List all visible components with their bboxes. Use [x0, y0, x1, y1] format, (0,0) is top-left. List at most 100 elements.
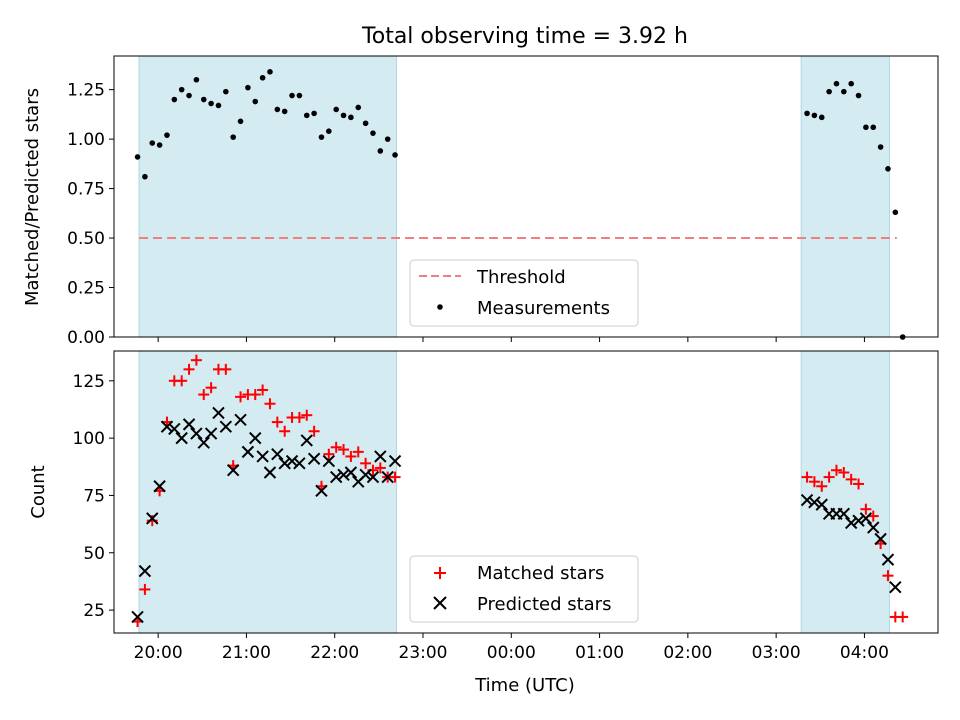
top-y-tick-label: 1.00	[67, 130, 105, 150]
x-tick-label: 21:00	[222, 643, 271, 663]
matched-star-point	[301, 409, 313, 421]
measurement-point	[833, 80, 840, 87]
matched-star-point	[801, 471, 813, 483]
measurement-point	[370, 130, 376, 136]
x-tick-label: 04:00	[840, 643, 889, 663]
matched-star-point	[190, 354, 202, 366]
matched-star-point	[845, 473, 857, 485]
predicted-star-point	[175, 431, 188, 445]
matched-star-point	[374, 462, 386, 474]
matched-star-point	[264, 398, 276, 410]
predicted-star-point	[168, 422, 181, 436]
matched-star-point	[176, 375, 188, 387]
measurement-point	[223, 88, 229, 95]
predicted-star-point	[138, 564, 152, 578]
measurement-point	[362, 120, 369, 127]
measurement-point	[171, 96, 178, 103]
measurement-point	[296, 92, 303, 99]
matched-star-point	[338, 444, 350, 456]
top-shaded-span-2	[800, 55, 890, 338]
predicted-star-point	[889, 580, 902, 594]
matched-star-point	[360, 457, 372, 469]
predicted-star-point	[329, 470, 343, 484]
matched-star-point	[853, 478, 865, 490]
predicted-star-point	[212, 406, 225, 420]
measurement-point	[892, 209, 899, 216]
top-y-tick-label: 0.50	[67, 229, 105, 249]
top-legend: Threshold Measurements	[409, 259, 639, 327]
measurement-point	[384, 136, 391, 142]
measurement-point	[841, 88, 847, 95]
measurement-point	[156, 142, 163, 148]
x-tick-label: 00:00	[487, 643, 536, 663]
bottom-axes-frame	[113, 350, 939, 634]
top-y-axis-label: Matched/Predicted stars	[22, 88, 43, 306]
top-shaded-span-1	[138, 55, 398, 338]
predicted-star-point	[881, 553, 895, 566]
measurement-point	[274, 106, 281, 113]
x-tick-label: 02:00	[663, 643, 712, 663]
predicted-star-point	[388, 454, 402, 468]
count-panel: 25 50 75 100 125 20:00 21:00 22:00 23:00 00:00 01:…	[28, 350, 939, 696]
x-axis-label: Time (UTC)	[474, 675, 575, 696]
matched-star-point	[271, 416, 283, 428]
measurement-point	[252, 98, 259, 105]
matched-star-point	[882, 570, 894, 582]
top-legend-box	[409, 259, 639, 327]
top-y-tick-label: 1.25	[67, 81, 105, 101]
matched-star-point	[838, 467, 850, 479]
predicted-star-point	[204, 427, 218, 440]
measurement-point	[281, 108, 288, 115]
x-tick-label: 23:00	[399, 643, 448, 663]
measurement-point	[826, 88, 832, 95]
legend-predicted-swatch	[433, 596, 447, 610]
matched-star-point	[139, 583, 151, 595]
measurement-point	[392, 152, 398, 158]
matched-star-point	[205, 382, 217, 394]
predicted-star-point	[131, 610, 144, 624]
matched-star-point	[352, 446, 364, 458]
predicted-star-point	[322, 454, 336, 468]
predicted-star-point	[315, 484, 328, 498]
x-tick-label: 22:00	[310, 643, 359, 663]
matched-star-point	[389, 471, 401, 483]
legend-predicted-label: Predicted stars	[477, 594, 611, 615]
bottom-y-tick-label: 100	[73, 429, 105, 449]
matched-star-point	[220, 363, 232, 375]
bottom-y-axis-label: Count	[28, 465, 49, 518]
predicted-star-point	[234, 413, 247, 426]
measurement-point	[134, 154, 141, 160]
measurement-point	[855, 92, 862, 99]
measurement-point	[193, 76, 200, 83]
x-tick-label: 03:00	[752, 643, 801, 663]
bottom-y-tick-label: 125	[73, 372, 105, 392]
bottom-legend-box	[409, 555, 639, 623]
matched-star-point	[897, 611, 909, 623]
matched-star-point	[183, 363, 195, 375]
matched-star-point	[198, 389, 210, 401]
measurement-point	[877, 144, 884, 150]
ratio-panel: 0.00 0.25 0.50 0.75 1.00 1.25 Matched/Predict…	[22, 55, 939, 348]
x-tick-label: 20:00	[134, 643, 183, 663]
measurement-point	[303, 112, 310, 119]
legend-matched-label: Matched stars	[477, 563, 604, 584]
bottom-shaded-spans	[138, 350, 890, 634]
predicted-star-point	[337, 468, 350, 482]
predicted-star-point	[815, 498, 828, 511]
measurement-point	[149, 140, 156, 146]
predicted-star-point	[160, 420, 174, 433]
matched-star-point	[808, 476, 820, 488]
legend-threshold-label: Threshold	[476, 267, 566, 288]
top-y-tick-label: 0.75	[67, 180, 105, 200]
predicted-star-point	[182, 418, 196, 431]
legend-matched-swatch	[434, 567, 446, 579]
predicted-star-point	[300, 434, 313, 447]
measurement-point	[340, 112, 347, 119]
measurement-point	[804, 110, 810, 117]
measurement-point	[885, 165, 891, 172]
predicted-star-point	[808, 496, 821, 509]
measurement-point	[142, 173, 148, 180]
predicted-star-point	[381, 470, 394, 484]
measurement-point	[178, 86, 185, 93]
